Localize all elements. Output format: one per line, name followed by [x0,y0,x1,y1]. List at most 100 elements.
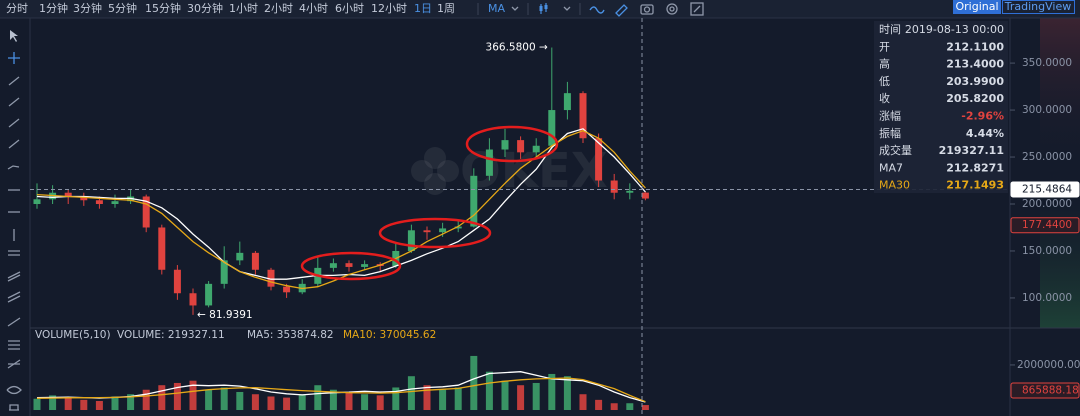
mode-button[interactable] [1002,0,1075,14]
pattern-tool[interactable] [7,359,21,369]
candle-type-icon[interactable] [544,5,548,9]
volume-bar [376,395,384,410]
candle-body [610,180,618,193]
mode-label[interactable]: Original [955,0,998,13]
volume-bar [439,389,447,410]
annotation: ← 81.9391 [197,309,253,321]
interval-button[interactable]: 4小时 [299,2,328,15]
volume-bar [236,391,244,410]
info-label: 成交量 [879,143,912,157]
highlight-ellipse [378,217,492,249]
candle-body [142,196,150,228]
candle-body [361,264,369,267]
info-value: 2019-08-13 00:00 [905,23,1004,36]
volume-bar [267,396,275,410]
logo-dot [424,147,446,169]
screenshot-icon[interactable] [640,4,654,15]
y-tick-label: 100.0000 [1022,292,1072,304]
candle-body [64,192,72,197]
volume-bar [579,394,587,410]
settings-icon[interactable] [666,3,678,15]
ray-tool[interactable] [8,97,20,107]
interval-button[interactable]: 1小时 [229,2,258,15]
mode-label[interactable]: TradingView [1004,0,1071,13]
volume-bar [626,403,634,410]
info-label: 低 [879,75,890,88]
draw-icon[interactable] [615,4,628,17]
interval-button[interactable]: 1周 [437,2,455,15]
parallel-tool[interactable] [8,139,20,149]
dropdown-arrow[interactable] [511,6,519,11]
settings-icon[interactable] [669,6,675,12]
volume-bar [563,376,571,410]
channel-tool[interactable] [8,250,20,256]
interval-button[interactable]: 分时 [6,2,28,15]
candle-body [111,201,119,204]
interval-button[interactable]: 1日 [414,2,432,15]
gann-tool[interactable] [7,317,21,327]
cursor-tool[interactable] [10,30,18,42]
candle-body [423,230,431,233]
info-value: -2.96% [961,110,1004,123]
candle-body [532,145,540,153]
volume-bar [49,395,57,410]
mode-button-active[interactable] [953,0,1001,14]
interval-button[interactable]: 6小时 [335,2,364,15]
left-toolbar [6,30,22,411]
logo-dot [437,160,459,182]
interval-button[interactable]: 30分钟 [187,1,223,15]
price-label-box [1010,181,1080,198]
volume-bar [283,397,291,410]
indicator-icon[interactable] [589,6,605,14]
polyline-tool[interactable] [7,165,20,170]
fullscreen-icon[interactable] [693,5,701,13]
fib-retracement-tool[interactable] [8,340,20,350]
volume-bar [423,385,431,410]
interval-button[interactable]: 5分钟 [108,1,137,15]
volume-legend: VOLUME(5,10) [35,329,111,341]
volume-bar [470,355,478,410]
watermark-logo [411,147,459,195]
interval-button[interactable]: 1分钟 [39,1,68,15]
ma-line [36,128,646,280]
interval-button[interactable]: 2小时 [264,2,293,15]
dropdown-arrow[interactable] [563,6,571,11]
volume-bar [80,399,88,410]
info-value: 212.1100 [946,40,1004,53]
candle-body [485,149,493,176]
volume-bar [189,380,197,410]
interval-button[interactable]: 12小时 [371,2,407,15]
visibility-tool[interactable] [6,385,22,395]
y-tick-label: 2000000.0000 [1017,359,1080,371]
candle-type-icon[interactable] [539,6,543,11]
candle-body [283,286,291,293]
info-label: 涨幅 [879,110,901,123]
volume-bar [173,382,181,410]
pitchfork-tool[interactable] [7,271,21,282]
candle-body [220,260,228,284]
indicator-button[interactable]: MA [488,2,505,15]
screenshot-icon[interactable] [643,6,651,13]
info-value: 4.44% [966,127,1004,140]
volume-bar [501,380,509,410]
candle-body [251,252,259,270]
candle-body [205,283,213,306]
volume-bar [392,387,400,410]
candle-body [33,199,41,204]
info-value: 213.4000 [946,58,1004,71]
extended-line-tool[interactable] [8,118,20,128]
delete-tool[interactable] [9,404,19,411]
trend-line-tool[interactable] [8,76,20,86]
price-plot: 100.0000 150.0000 200.0000 250.0000 300.0000… [30,42,1080,410]
candle-body [548,110,556,146]
interval-button[interactable]: 3分钟 [73,1,102,15]
fullscreen-icon[interactable] [690,2,704,16]
y-tick-label: 250.0000 [1022,151,1072,163]
interval-button[interactable]: 15分钟 [145,1,181,15]
info-label: 振幅 [879,126,901,140]
candle-body [454,226,462,229]
volume-bar [361,394,369,410]
crosshair-tool[interactable] [8,52,20,64]
fib-tool[interactable] [7,291,21,303]
